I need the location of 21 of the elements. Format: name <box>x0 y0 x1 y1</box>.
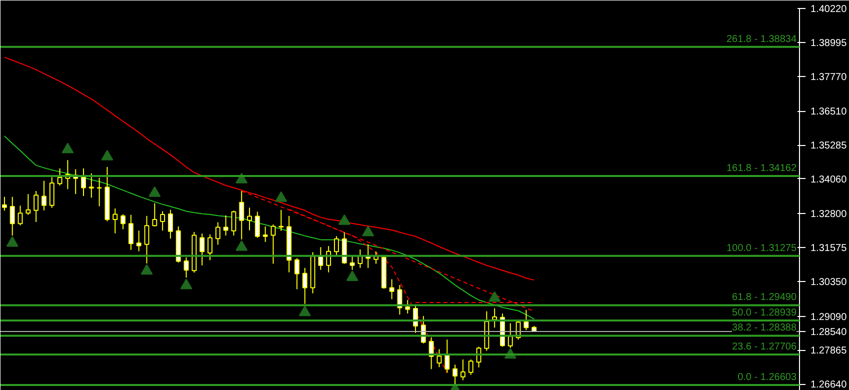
annotation: 100.0 - 1.31275 <box>726 242 797 254</box>
annotation: 23.6 - 1.27706 <box>732 342 797 353</box>
annotation: 61.8 - 1.29490 <box>732 292 797 304</box>
y-tick-label: 1.34060 <box>810 174 848 186</box>
y-tick-label: 1.37770 <box>810 72 848 83</box>
annotation: 261.8 - 1.38834 <box>726 34 797 45</box>
y-tick-label: 1.30350 <box>810 276 848 288</box>
y-tick-label: 1.38995 <box>810 38 848 49</box>
y-tick-label: 1.35285 <box>810 140 848 152</box>
y-tick-label: 1.36510 <box>810 106 848 118</box>
y-tick-label: 1.26640 <box>810 380 848 390</box>
annotation: 38.2 - 1.28388 <box>732 322 797 334</box>
y-tick-label: 1.28540 <box>810 326 848 338</box>
y-tick-label: 1.27865 <box>810 346 848 357</box>
y-tick-label: 1.32800 <box>810 209 848 220</box>
annotation: 0.0 - 1.26603 <box>738 372 797 384</box>
y-tick-label: 1.40220 <box>810 4 848 16</box>
y-tick-label: 1.31575 <box>810 243 848 254</box>
annotation: 50.0 - 1.28939 <box>732 307 797 318</box>
y-tick-label: 1.29090 <box>810 312 848 323</box>
annotation: 161.8 - 1.34162 <box>726 163 797 174</box>
